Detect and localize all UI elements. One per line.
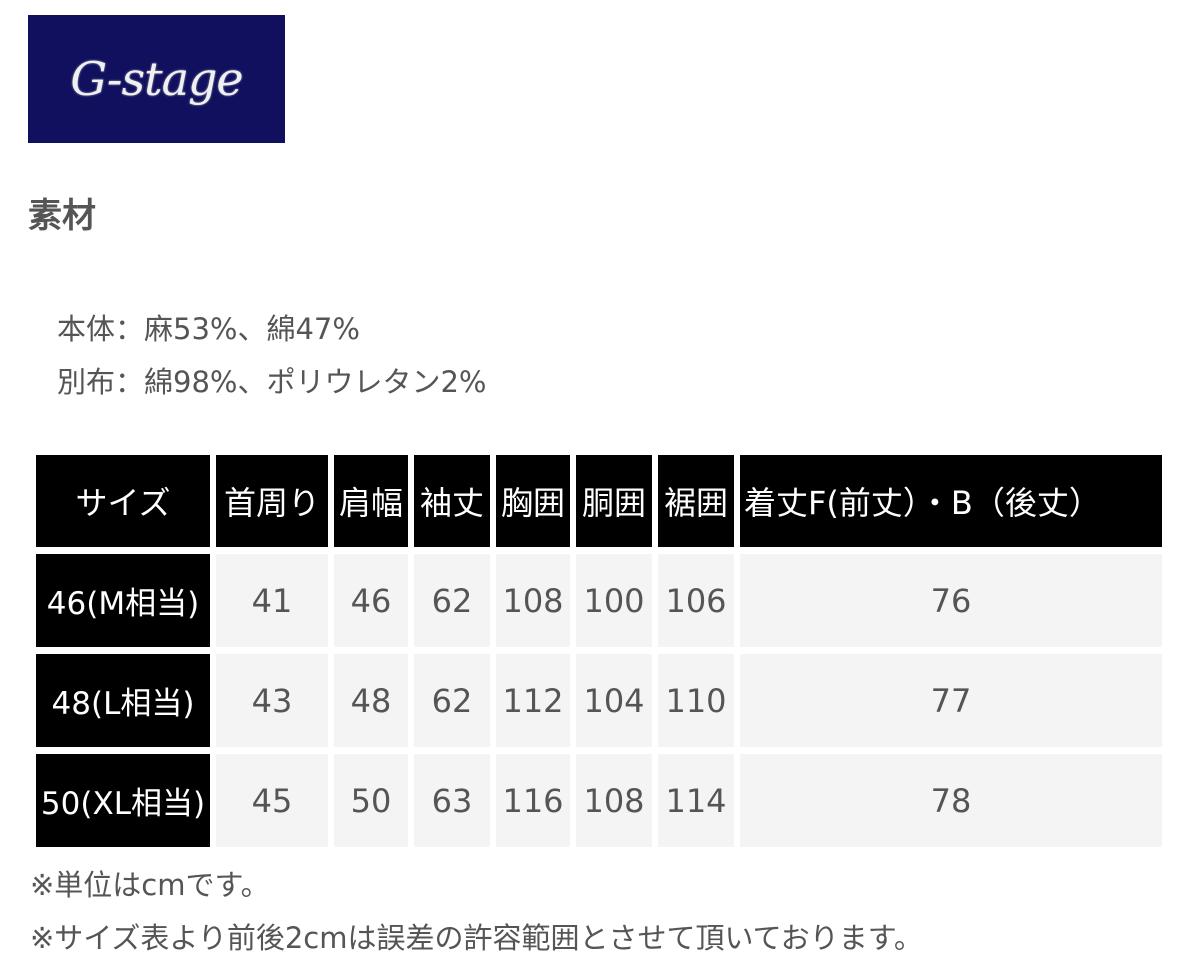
cell: 50 [334,754,408,847]
cell: 110 [658,654,734,747]
cell: 114 [658,754,734,847]
tolerance-note: ※サイズ表より前後2cmは誤差の許容範囲とさせて頂いております。 [30,921,923,955]
cell: 108 [576,754,652,847]
table-header-row: サイズ 首周り 肩幅 袖丈 胸囲 胴囲 裾囲 着丈F(前丈）・B（後丈） [36,455,1162,547]
header-hem: 裾囲 [658,455,734,547]
cell: 62 [414,554,490,647]
cell: 45 [216,754,328,847]
cell: 100 [576,554,652,647]
cell: 112 [496,654,570,747]
section-title: 素材 [28,196,96,236]
cell: 76 [740,554,1162,647]
cell: 108 [496,554,570,647]
material-line: 本体：麻53%、綿47% [57,312,360,346]
table-row: 48(L相当) 43 48 62 112 104 110 77 [36,654,1162,747]
brand-logo: G-stage [28,15,285,143]
header-sleeve: 袖丈 [414,455,490,547]
size-cell: 46(M相当) [36,554,210,647]
size-table: サイズ 首周り 肩幅 袖丈 胸囲 胴囲 裾囲 着丈F(前丈）・B（後丈） 46(… [30,448,1168,854]
cell: 77 [740,654,1162,747]
cell: 43 [216,654,328,747]
size-cell: 48(L相当) [36,654,210,747]
cell: 78 [740,754,1162,847]
cell: 63 [414,754,490,847]
cell: 116 [496,754,570,847]
cell: 106 [658,554,734,647]
header-chest: 胸囲 [496,455,570,547]
header-size: サイズ [36,455,210,547]
cell: 104 [576,654,652,747]
header-waist: 胴囲 [576,455,652,547]
size-cell: 50(XL相当) [36,754,210,847]
table-row: 46(M相当) 41 46 62 108 100 106 76 [36,554,1162,647]
header-neck: 首周り [216,455,328,547]
unit-note: ※単位はcmです。 [30,868,270,902]
cell: 48 [334,654,408,747]
header-length: 着丈F(前丈）・B（後丈） [740,455,1162,547]
cell: 46 [334,554,408,647]
cell: 62 [414,654,490,747]
header-shoulder: 肩幅 [334,455,408,547]
table-row: 50(XL相当) 45 50 63 116 108 114 78 [36,754,1162,847]
cell: 41 [216,554,328,647]
material-line: 別布：綿98%、ポリウレタン2% [57,365,487,399]
